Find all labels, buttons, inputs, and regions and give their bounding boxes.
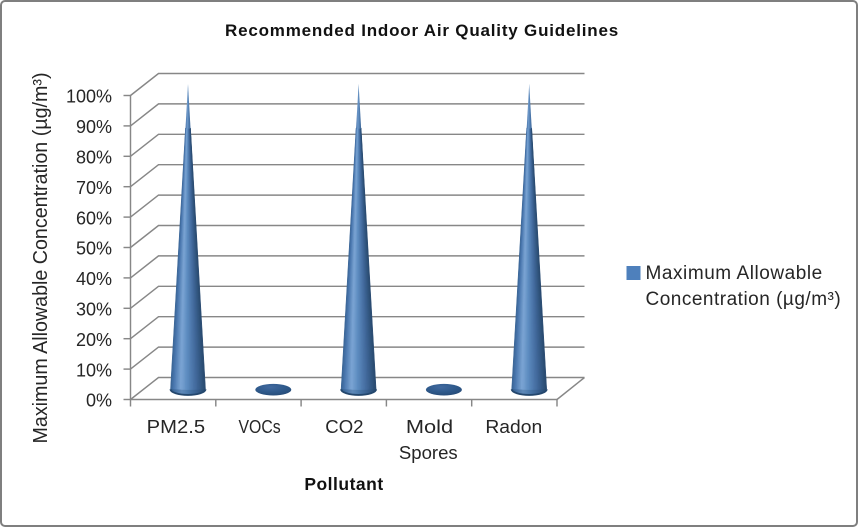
svg-text:PM2.5: PM2.5 [147, 417, 205, 437]
svg-text:VOCs: VOCs [239, 417, 281, 437]
svg-text:70%: 70% [76, 178, 112, 198]
svg-text:30%: 30% [76, 300, 112, 320]
svg-text:Mold: Mold [406, 417, 453, 437]
svg-text:Concentration (µg/m³): Concentration (µg/m³) [646, 289, 842, 310]
svg-text:10%: 10% [76, 360, 112, 380]
svg-text:60%: 60% [76, 208, 112, 228]
svg-text:100%: 100% [66, 87, 112, 107]
svg-text:Radon: Radon [485, 417, 542, 437]
svg-text:90%: 90% [76, 117, 112, 137]
svg-text:40%: 40% [76, 269, 112, 289]
svg-text:Pollutant: Pollutant [304, 474, 383, 494]
svg-text:CO2: CO2 [325, 417, 363, 437]
svg-text:Maximum Allowable Concentratio: Maximum Allowable Concentration (µg/m³) [30, 73, 52, 444]
svg-text:20%: 20% [76, 330, 112, 350]
svg-text:Recommended Indoor Air Quality: Recommended Indoor Air Quality Guideline… [225, 21, 619, 40]
svg-text:50%: 50% [76, 239, 112, 259]
svg-text:Spores: Spores [399, 443, 458, 463]
svg-text:0%: 0% [86, 391, 112, 411]
svg-text:80%: 80% [76, 148, 112, 168]
svg-text:Maximum Allowable: Maximum Allowable [646, 263, 823, 284]
